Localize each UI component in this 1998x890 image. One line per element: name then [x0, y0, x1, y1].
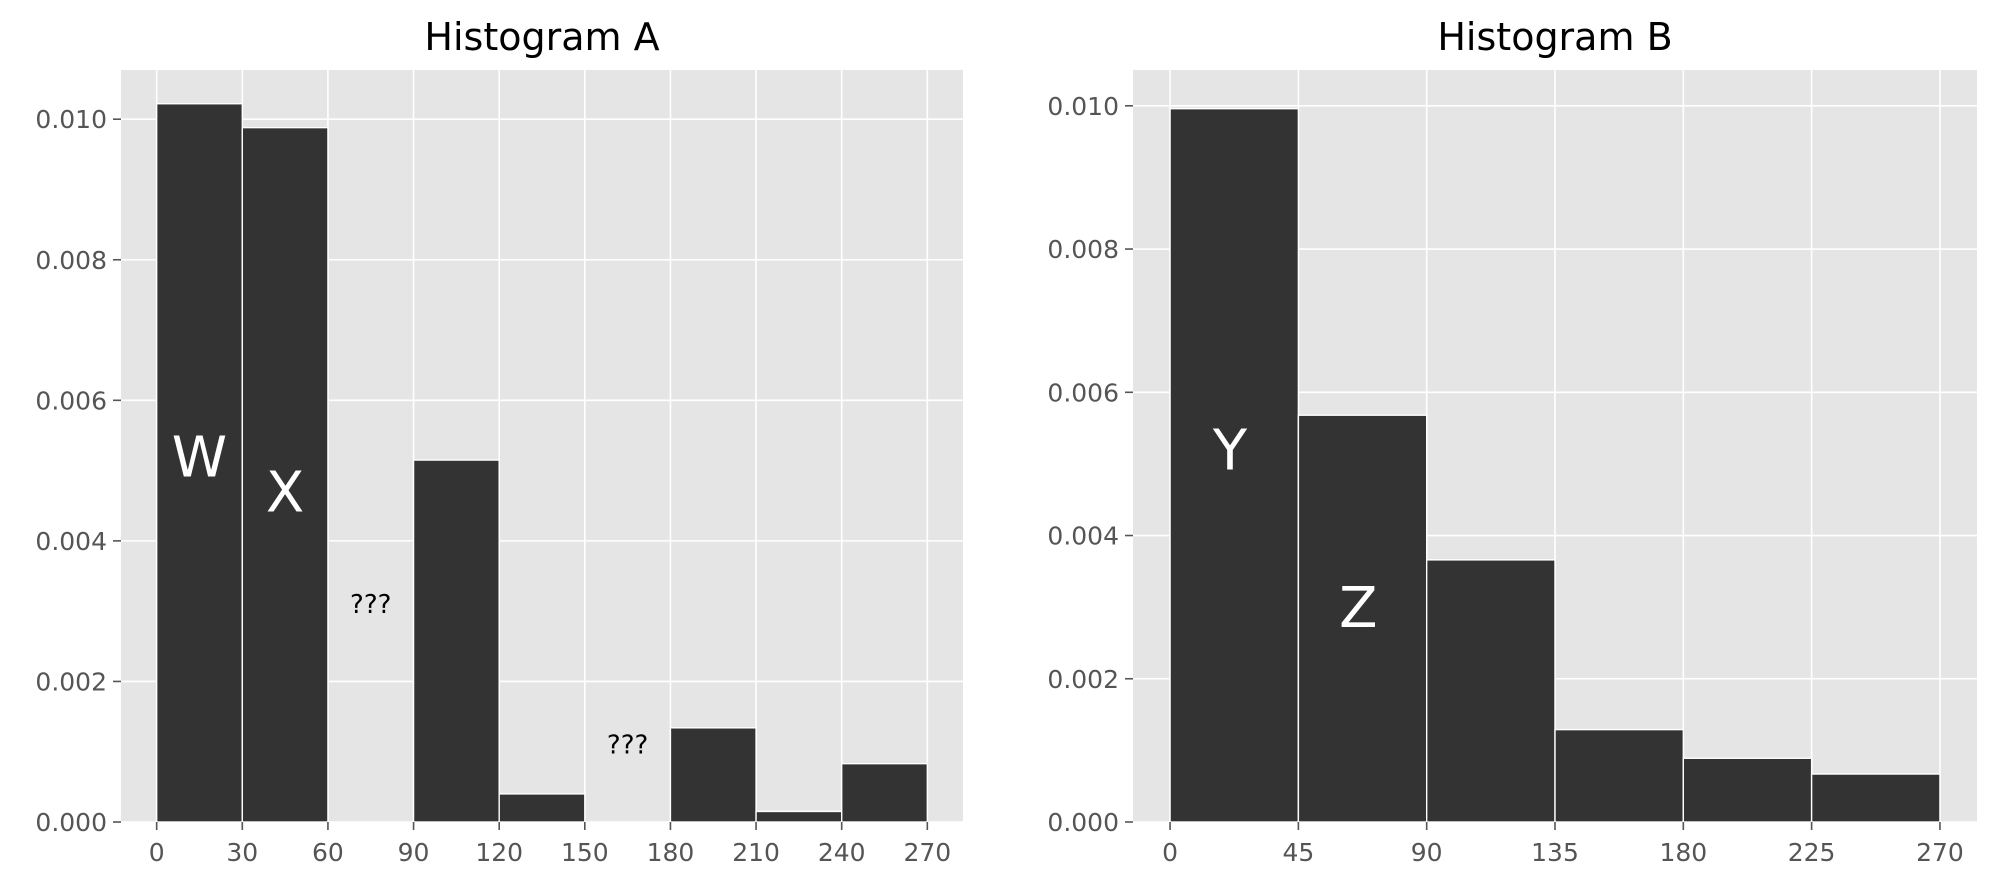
y-tick-label: 0.006 [1047, 378, 1119, 407]
y-tick-label: 0.004 [1047, 522, 1119, 551]
histogram-bar [1554, 728, 1685, 823]
y-tick-label: 0.004 [35, 527, 107, 556]
unknown-label: ??? [607, 731, 648, 761]
x-tick-label: 90 [1411, 838, 1443, 867]
y-tick-label: 0.008 [35, 246, 107, 275]
bar-letter-label: Z [1339, 576, 1377, 641]
x-tick-label: 45 [1282, 838, 1314, 867]
x-tick-label: 180 [1659, 838, 1707, 867]
x-tick-label: 60 [312, 838, 344, 867]
histogram-b-panel: 0 45 90 135 180 225 270 0.000 0.002 0.004 0.006 0.0… [1047, 15, 1977, 867]
y-tick-label: 0.010 [35, 105, 107, 134]
bar-letter-label: Y [1212, 419, 1248, 484]
y-tick-label: 0.000 [1047, 808, 1119, 837]
histogram-a-title: Histogram A [424, 15, 659, 59]
x-tick-label: 150 [561, 838, 609, 867]
histogram-bar [1169, 107, 1300, 823]
unknown-label: ??? [350, 590, 391, 620]
histogram-a-panel: 0 30 60 90 120 150 180 210 240 270 0.000 0.002 0.004… [35, 15, 963, 867]
y-tick-label: 0.002 [35, 667, 107, 696]
x-tick-label: 0 [1162, 838, 1178, 867]
histogram-bar [1297, 414, 1428, 823]
y-tick-label: 0.006 [35, 386, 107, 415]
x-tick-label: 225 [1788, 838, 1836, 867]
histogram-bar [241, 126, 329, 823]
x-tick-label: 0 [149, 838, 165, 867]
histogram-bar [498, 793, 586, 823]
x-tick-label: 270 [1916, 838, 1964, 867]
x-tick-label: 90 [398, 838, 430, 867]
x-tick-label: 270 [903, 838, 951, 867]
x-tick-label: 120 [475, 838, 523, 867]
bar-letter-label: X [266, 461, 304, 526]
y-tick-label: 0.002 [1047, 665, 1119, 694]
histogram-bar [1810, 773, 1941, 823]
x-tick-label: 30 [226, 838, 258, 867]
histogram-bar [1682, 757, 1813, 823]
histogram-b-title: Histogram B [1437, 15, 1672, 59]
histogram-bar [840, 762, 929, 823]
histogram-bar [1425, 559, 1556, 823]
histogram-bar [669, 727, 757, 823]
y-tick-label: 0.000 [35, 808, 107, 837]
bar-letter-label: W [172, 426, 227, 491]
x-tick-label: 180 [647, 838, 695, 867]
x-tick-label: 210 [732, 838, 780, 867]
x-tick-label: 135 [1531, 838, 1579, 867]
x-tick-label: 240 [818, 838, 866, 867]
histogram-bar [755, 810, 843, 823]
histogram-bar [412, 459, 500, 823]
histogram-bar [155, 103, 244, 823]
y-tick-label: 0.010 [1047, 92, 1119, 121]
y-tick-label: 0.008 [1047, 235, 1119, 264]
